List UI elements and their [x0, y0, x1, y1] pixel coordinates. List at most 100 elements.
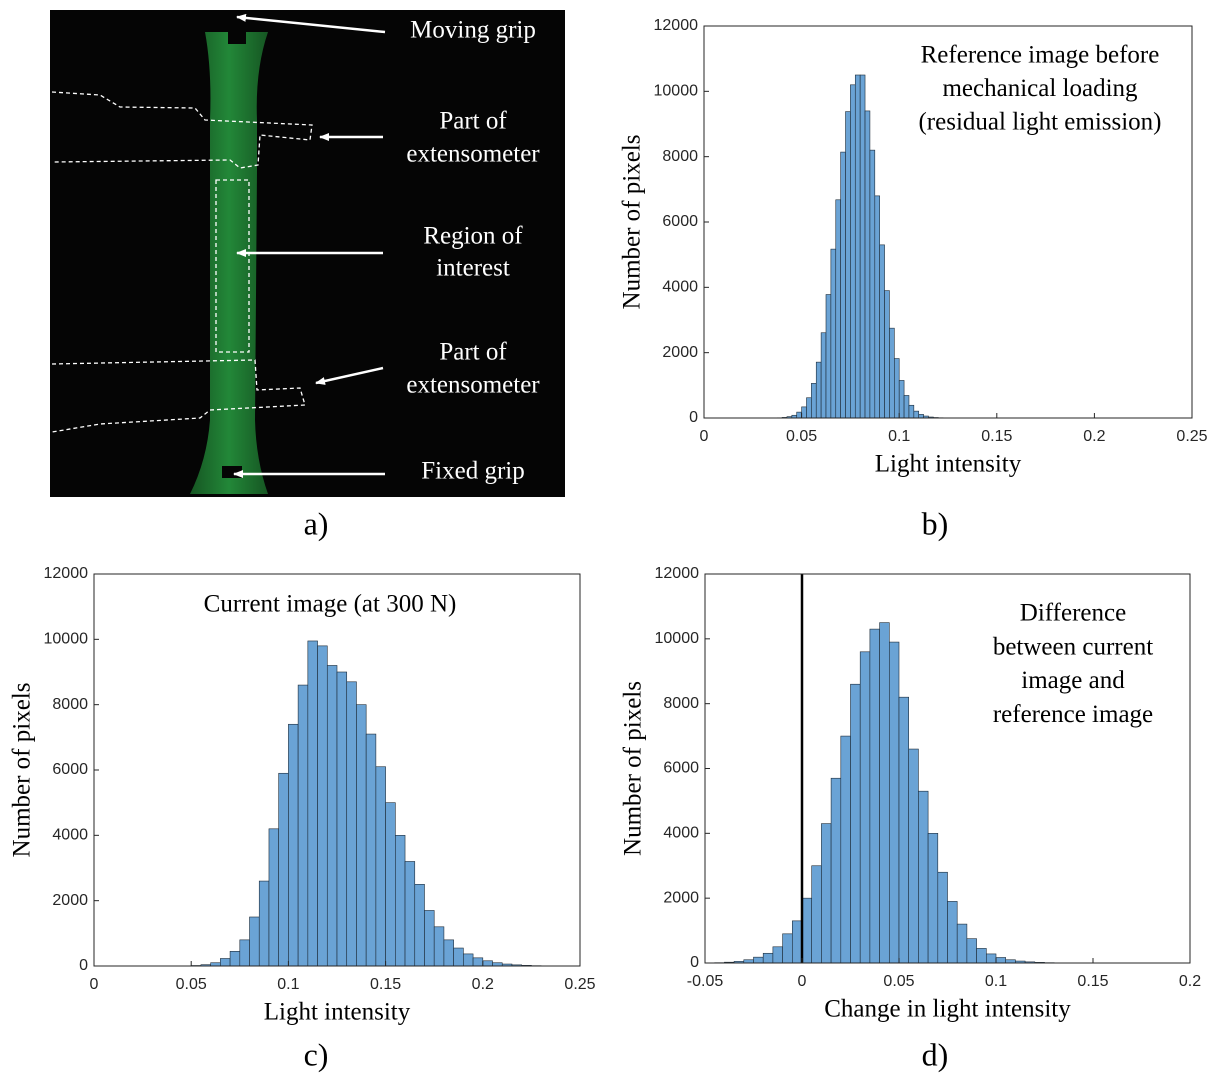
annotation: between current: [993, 633, 1153, 660]
photo-label: interest: [436, 255, 510, 282]
y-tick-label: 12000: [654, 17, 699, 34]
bar: [806, 397, 812, 419]
grip-notch: [222, 466, 242, 478]
bar: [443, 939, 454, 967]
x-tick-label: 0.25: [1176, 428, 1207, 445]
y-axis-label: Number of pixels: [619, 135, 646, 310]
y-tick-label: 6000: [663, 760, 699, 777]
bar: [869, 149, 876, 419]
bar: [854, 74, 861, 419]
bar: [297, 684, 309, 967]
bar: [913, 410, 920, 419]
x-tick-label: 0.1: [985, 973, 1007, 990]
specimen: [190, 32, 268, 494]
bar: [840, 151, 846, 419]
arrows: [233, 13, 386, 478]
bar: [336, 671, 348, 967]
bar: [463, 953, 474, 967]
bar: [908, 404, 915, 419]
histogram: 0 0.05 0.1 0.15 0.2 0.25 0 2000 4000 6000 8000 1000…: [9, 565, 596, 1072]
bar: [947, 901, 958, 964]
bar: [889, 327, 895, 419]
panel-caption: b): [922, 505, 949, 541]
bar: [249, 916, 260, 967]
annotation: Difference: [1020, 600, 1126, 627]
y-tick-label: 4000: [663, 825, 699, 842]
bar: [433, 926, 445, 967]
y-tick-label: 4000: [52, 827, 88, 844]
y-axis-label: Number of pixels: [620, 681, 647, 856]
x-tick-label: 0.1: [277, 976, 299, 993]
bar: [762, 952, 774, 964]
bar: [859, 651, 871, 964]
y-tick-label: 8000: [52, 696, 88, 713]
y-tick-label: 8000: [662, 148, 698, 165]
panel-caption: a): [304, 505, 329, 541]
x-tick-label: 0.15: [981, 428, 1012, 445]
annotation: reference image: [993, 701, 1153, 728]
bar: [258, 880, 270, 967]
y-tick-label: 10000: [654, 83, 699, 100]
bar: [811, 865, 822, 964]
bar: [898, 696, 909, 964]
y-tick-label: 2000: [662, 344, 698, 361]
bar: [782, 933, 793, 964]
plot-area: [704, 26, 1192, 418]
bar: [811, 383, 817, 419]
bar: [908, 748, 919, 964]
bar: [864, 110, 871, 419]
bar: [791, 920, 803, 964]
photo-label: extensometer: [406, 141, 540, 168]
x-tick-label: 0: [700, 428, 709, 445]
bar: [859, 74, 866, 419]
photo-label: Part of: [439, 108, 507, 135]
photo-label: Fixed grip: [421, 458, 524, 485]
bar: [815, 361, 822, 419]
y-tick-label: 2000: [52, 892, 88, 909]
grip-notch: [228, 30, 246, 44]
bar: [825, 294, 832, 419]
bar: [404, 861, 416, 967]
bar: [830, 248, 837, 419]
y-tick-label: 2000: [663, 889, 699, 906]
bar: [835, 199, 841, 419]
bar: [840, 735, 851, 964]
x-tick-label: 0: [798, 973, 807, 990]
panel-caption: d): [922, 1036, 949, 1072]
bar: [395, 835, 406, 967]
bar: [874, 195, 880, 419]
annotation: (residual light emission): [918, 109, 1161, 136]
bar: [365, 733, 377, 967]
bar: [796, 411, 802, 419]
x-tick-label: 0.25: [564, 976, 595, 993]
x-axis-label: Light intensity: [264, 999, 411, 1026]
x-tick-label: -0.05: [687, 973, 724, 990]
bar: [879, 244, 885, 419]
bar: [830, 777, 842, 964]
y-tick-label: 0: [79, 957, 88, 974]
annotation: image and: [1021, 667, 1125, 694]
bar: [375, 766, 386, 967]
bar: [894, 358, 900, 419]
photo-label: Region of: [423, 223, 523, 250]
x-tick-label: 0.2: [1179, 973, 1201, 990]
bar: [850, 84, 856, 419]
y-tick-label: 4000: [662, 279, 698, 296]
bar: [918, 414, 924, 419]
y-tick-label: 6000: [52, 761, 88, 778]
y-tick-label: 10000: [44, 631, 89, 648]
bar: [482, 960, 493, 967]
x-tick-label: 0.05: [176, 976, 207, 993]
bar: [385, 802, 396, 967]
bar: [801, 897, 812, 964]
bar: [985, 953, 997, 964]
bar: [220, 958, 231, 967]
y-tick-label: 8000: [663, 695, 699, 712]
bar: [307, 640, 318, 967]
x-tick-label: 0.15: [370, 976, 401, 993]
y-axis-label: Number of pixels: [9, 683, 36, 858]
bar: [414, 884, 425, 967]
panel-caption: c): [304, 1036, 329, 1072]
photo-label: Moving grip: [410, 17, 536, 44]
